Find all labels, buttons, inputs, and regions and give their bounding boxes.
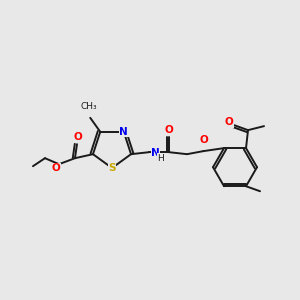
Text: O: O [52,163,60,173]
Text: O: O [225,117,233,127]
Text: N: N [151,148,160,158]
Text: CH₃: CH₃ [81,102,98,111]
Text: O: O [165,125,173,135]
Text: H: H [157,154,164,163]
Text: S: S [108,163,116,173]
Text: N: N [119,127,128,137]
Text: O: O [74,132,82,142]
Text: O: O [200,135,208,145]
